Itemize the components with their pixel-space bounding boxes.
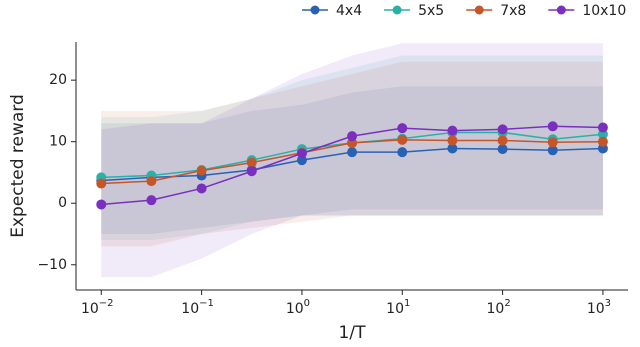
marker [397, 134, 408, 145]
legend-label: 5x5 [418, 3, 444, 19]
marker [96, 178, 107, 189]
marker [597, 122, 608, 133]
marker [146, 195, 157, 206]
marker [497, 135, 508, 146]
marker [447, 125, 458, 136]
legend-label: 4x4 [336, 3, 362, 19]
marker [397, 147, 408, 158]
legend-marker [392, 5, 402, 15]
marker [146, 176, 157, 187]
y-tick-label: 10 [49, 134, 67, 150]
x-tick-label: 103 [587, 298, 611, 317]
marker [96, 199, 107, 210]
legend-label: 10x10 [582, 3, 626, 19]
x-tick-label: 101 [386, 298, 410, 317]
x-tick-label: 102 [486, 298, 510, 317]
x-tick-label: 10−2 [81, 298, 114, 317]
y-axis-title: Expected reward [8, 94, 28, 238]
legend-marker [556, 5, 566, 15]
marker [547, 137, 558, 148]
marker [296, 148, 307, 159]
band [101, 86, 603, 234]
marker [497, 144, 508, 155]
legend-marker [474, 5, 484, 15]
y-tick-label: 20 [49, 72, 67, 88]
marker [447, 135, 458, 146]
marker [196, 183, 207, 194]
marker [547, 121, 558, 132]
legend-label: 7x8 [500, 3, 526, 19]
x-tick-label: 100 [286, 298, 310, 317]
marker [246, 166, 257, 177]
marker [347, 147, 358, 158]
x-axis-title: 1/T [339, 323, 367, 343]
marker [397, 123, 408, 134]
marker [597, 136, 608, 147]
marker [347, 131, 358, 142]
y-tick-label: −10 [37, 257, 67, 273]
x-tick-label: 10−1 [181, 298, 214, 317]
y-tick-label: 0 [58, 195, 67, 211]
band [101, 43, 603, 278]
legend-marker [310, 5, 320, 15]
marker [196, 165, 207, 176]
marker [246, 157, 257, 168]
marker [497, 124, 508, 135]
